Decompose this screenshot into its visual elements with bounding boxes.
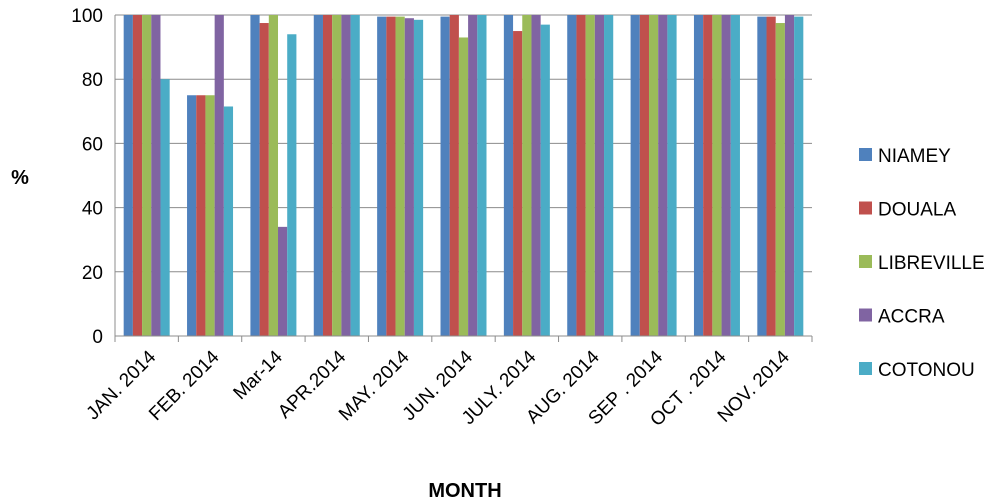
bar-libreville	[458, 37, 469, 336]
bar-accra	[278, 226, 288, 336]
bar-libreville	[585, 15, 595, 336]
bar-niamey	[440, 16, 450, 336]
legend-label: LIBREVILLE	[878, 253, 985, 274]
y-axis-title: %	[11, 167, 29, 189]
bar-accra	[341, 15, 351, 336]
bar-libreville	[268, 15, 279, 336]
y-tick-label: 0	[92, 327, 103, 348]
bar-niamey	[377, 16, 387, 336]
y-tick-label: 20	[82, 263, 103, 284]
bar-douala	[196, 95, 206, 336]
legend-swatch-cotonou	[859, 362, 872, 375]
legend-swatch-accra	[859, 308, 872, 322]
bar-douala	[639, 15, 649, 336]
bar-accra	[594, 15, 605, 336]
bar-niamey	[123, 15, 133, 336]
legend-label: COTONOU	[878, 360, 975, 381]
y-tick-label: 100	[71, 6, 103, 27]
bar-niamey	[693, 15, 704, 336]
bar-accra	[721, 15, 731, 336]
bar-douala	[766, 16, 776, 336]
bar-douala	[576, 15, 586, 336]
bar-libreville	[332, 15, 342, 336]
bar-cotonou	[477, 15, 487, 336]
legend-swatch-libreville	[859, 255, 872, 268]
bar-niamey	[630, 15, 640, 336]
bar-libreville	[395, 16, 405, 336]
bar-douala	[132, 15, 143, 336]
bar-niamey	[187, 95, 197, 336]
bar-libreville	[775, 23, 785, 337]
x-axis-title: MONTH	[428, 480, 501, 502]
bar-libreville	[522, 15, 532, 336]
bar-niamey	[250, 15, 260, 336]
bar-libreville	[205, 95, 215, 336]
bar-niamey	[503, 15, 514, 336]
bar-accra	[214, 15, 224, 336]
legend-swatch-douala	[859, 201, 872, 215]
bar-accra	[468, 15, 478, 336]
bar-cotonou	[350, 15, 360, 336]
bar-niamey	[313, 15, 323, 336]
y-tick-label: 80	[82, 70, 103, 91]
bar-accra	[531, 15, 541, 336]
bars	[123, 15, 804, 337]
bar-cotonou	[287, 34, 297, 336]
legend-label: ACCRA	[878, 307, 945, 328]
axes	[114, 15, 813, 342]
bar-cotonou	[540, 24, 550, 336]
bar-niamey	[757, 16, 767, 336]
y-tick-label: 60	[82, 134, 103, 155]
bar-cotonou	[223, 106, 234, 336]
x-tick-label: Mar-14	[230, 346, 288, 404]
legend-swatch-niamey	[859, 148, 872, 161]
bar-accra	[658, 15, 668, 336]
bar-libreville	[142, 15, 152, 336]
legend: NIAMEY DOUALA LIBREVILLE ACCRA COTONOU	[859, 146, 985, 381]
x-tick-label: FEB. 2014	[145, 346, 224, 425]
bar-cotonou	[794, 16, 804, 336]
bar-douala	[703, 15, 713, 336]
bar-cotonou	[730, 15, 740, 336]
bar-cotonou	[667, 15, 677, 336]
bar-douala	[322, 15, 333, 336]
bar-cotonou	[160, 79, 170, 336]
y-tick-label: 40	[82, 199, 103, 220]
bar-libreville	[648, 15, 659, 336]
bar-douala	[449, 15, 459, 336]
bar-accra	[784, 15, 795, 336]
bar-douala	[386, 16, 396, 336]
bar-cotonou	[604, 15, 614, 336]
y-tick-labels: 0 20 40 60 80 100	[71, 6, 103, 348]
bar-douala	[259, 23, 269, 337]
legend-label: DOUALA	[878, 200, 956, 221]
bar-niamey	[567, 15, 577, 336]
bar-libreville	[712, 15, 722, 336]
bar-accra	[151, 15, 161, 336]
bar-cotonou	[413, 19, 424, 336]
bar-accra	[404, 18, 414, 337]
bar-douala	[513, 31, 523, 337]
legend-label: NIAMEY	[878, 146, 951, 167]
